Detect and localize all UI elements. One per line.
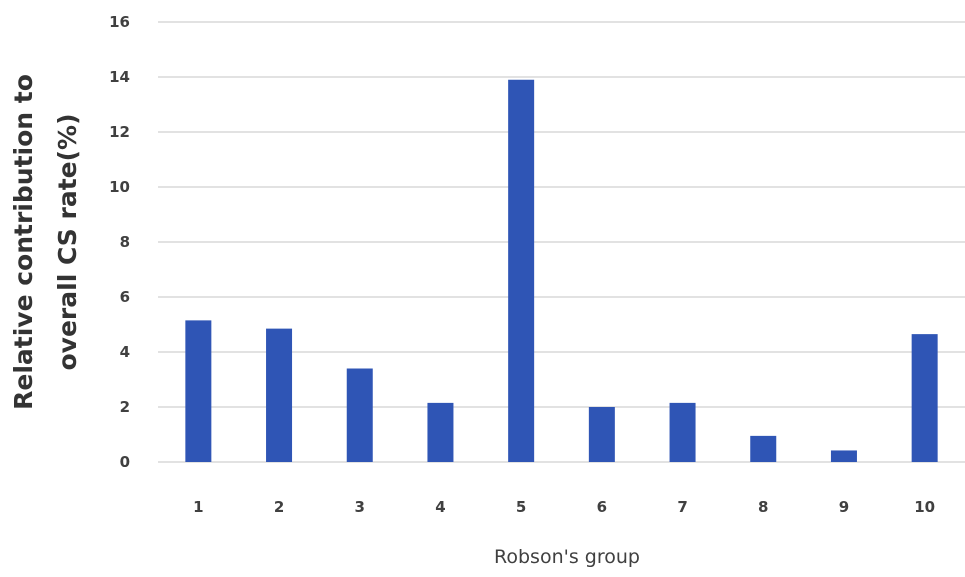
y-tick-label: 8 bbox=[120, 233, 130, 251]
x-tick-label: 3 bbox=[355, 498, 365, 516]
x-tick-label: 7 bbox=[677, 498, 687, 516]
bar-group-8 bbox=[750, 435, 777, 462]
y-axis-label-line-2: overall CS rate(%) bbox=[53, 114, 82, 371]
x-axis-label: Robson's group bbox=[494, 546, 640, 568]
bar-group-2 bbox=[266, 328, 293, 462]
bar-group-10 bbox=[911, 334, 938, 462]
gridlines bbox=[158, 21, 965, 463]
y-tick-label: 0 bbox=[120, 453, 130, 471]
x-tick-labels: 1 2 3 4 5 6 7 8 9 10 bbox=[193, 498, 935, 516]
x-tick-label: 5 bbox=[516, 498, 526, 516]
bars bbox=[185, 79, 938, 462]
y-tick-label: 4 bbox=[120, 343, 130, 361]
bar-group-4 bbox=[427, 402, 454, 462]
y-tick-label: 6 bbox=[120, 288, 130, 306]
bar-group-6 bbox=[588, 407, 615, 462]
y-tick-label: 10 bbox=[109, 178, 130, 196]
x-tick-label: 8 bbox=[758, 498, 768, 516]
y-tick-labels: 0 2 4 6 8 10 12 14 16 bbox=[109, 13, 130, 471]
y-axis-label-line-1: Relative contribution to bbox=[9, 74, 38, 410]
x-tick-label: 1 bbox=[193, 498, 203, 516]
x-tick-label: 2 bbox=[274, 498, 284, 516]
y-tick-label: 12 bbox=[109, 123, 130, 141]
y-tick-label: 14 bbox=[109, 68, 130, 86]
x-tick-label: 6 bbox=[597, 498, 607, 516]
x-tick-label: 10 bbox=[914, 498, 935, 516]
bar-group-3 bbox=[346, 368, 373, 462]
y-tick-label: 2 bbox=[120, 398, 130, 416]
bar-group-5 bbox=[508, 79, 535, 462]
x-tick-label: 4 bbox=[435, 498, 445, 516]
y-tick-label: 16 bbox=[109, 13, 130, 31]
bar-group-1 bbox=[185, 320, 212, 462]
bar-group-7 bbox=[669, 402, 696, 462]
x-tick-label: 9 bbox=[839, 498, 849, 516]
bar-group-9 bbox=[830, 450, 857, 462]
